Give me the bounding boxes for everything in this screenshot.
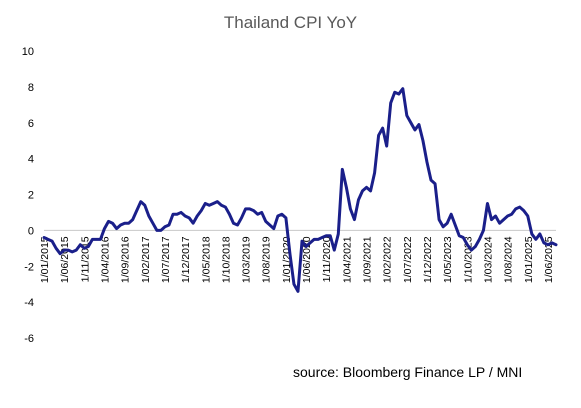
x-tick-label: 1/10/2023 — [462, 236, 474, 283]
x-tick-label: 1/03/2024 — [482, 236, 494, 283]
x-tick-label: 1/09/2021 — [362, 236, 374, 283]
x-tick-label: 1/09/2016 — [120, 236, 132, 283]
y-tick-label: 6 — [28, 118, 34, 130]
source-note: source: Bloomberg Finance LP / MNI — [293, 364, 523, 380]
x-tick-label: 1/04/2016 — [99, 236, 111, 283]
x-tick-label: 1/01/2025 — [523, 236, 535, 283]
x-tick-label: 1/11/2020 — [321, 236, 333, 282]
x-tick-label: 1/04/2021 — [341, 236, 353, 283]
x-tick-label: 1/12/2022 — [422, 236, 434, 283]
x-tick-label: 1/10/2018 — [220, 236, 232, 283]
x-tick-label: 1/01/2015 — [39, 236, 51, 283]
cpi-series-line — [42, 87, 558, 293]
x-tick-label: 1/02/2022 — [382, 236, 394, 283]
x-tick-label: 1/07/2022 — [402, 236, 414, 283]
y-tick-label: 8 — [28, 82, 34, 94]
y-tick-label: 0 — [28, 225, 34, 237]
x-tick-label: 1/08/2024 — [503, 236, 515, 283]
x-tick-label: 1/07/2017 — [160, 236, 172, 283]
x-tick-label: 1/05/2018 — [200, 236, 212, 283]
y-tick-label: -6 — [24, 333, 34, 345]
x-tick-label: 1/06/2020 — [301, 236, 313, 283]
y-tick-label: -4 — [24, 297, 34, 309]
x-tick-label: 1/02/2017 — [140, 236, 152, 283]
x-tick-label: 1/05/2023 — [442, 236, 454, 283]
x-tick-label: 1/12/2017 — [180, 236, 192, 283]
x-tick-label: 1/08/2019 — [261, 236, 273, 283]
y-tick-label: -2 — [24, 261, 34, 273]
y-tick-label: 10 — [22, 46, 34, 58]
chart-title: Thailand CPI YoY — [223, 13, 358, 32]
x-tick-label: 1/06/2025 — [543, 236, 555, 283]
x-tick-label: 1/06/2015 — [59, 236, 71, 283]
x-tick-label: 1/03/2019 — [241, 236, 253, 283]
y-tick-label: 2 — [28, 190, 34, 202]
y-tick-label: 4 — [28, 154, 34, 166]
